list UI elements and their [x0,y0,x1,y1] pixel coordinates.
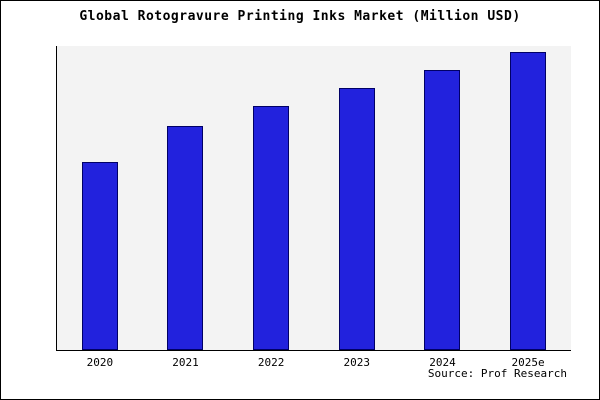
x-tick-label: 2023 [343,356,371,369]
source-note: Source: Prof Research [427,367,567,380]
bar [253,106,290,350]
plot-area: 2020 2021 2022 2023 2024 2025e [56,46,571,369]
x-tick-label: 2022 [257,356,285,369]
bar [510,52,547,350]
x-tick-label: 2020 [86,356,114,369]
bar [424,70,461,350]
bar-group: 2022 [240,46,302,369]
bar-group: 2023 [326,46,388,369]
bar-group: 2024 [411,46,473,369]
bar-group: 2020 [69,46,131,369]
bar [338,88,375,350]
bars: 2020 2021 2022 2023 2024 2025e [57,46,571,369]
bar [167,126,204,350]
bar-group: 2025e [497,46,559,369]
x-tick-label: 2025e [511,356,545,369]
bar-group: 2021 [154,46,216,369]
bar [81,162,118,350]
chart-title: Global Rotogravure Printing Inks Market … [79,9,521,24]
x-tick-label: 2024 [429,356,456,369]
x-tick-label: 2021 [172,356,199,369]
